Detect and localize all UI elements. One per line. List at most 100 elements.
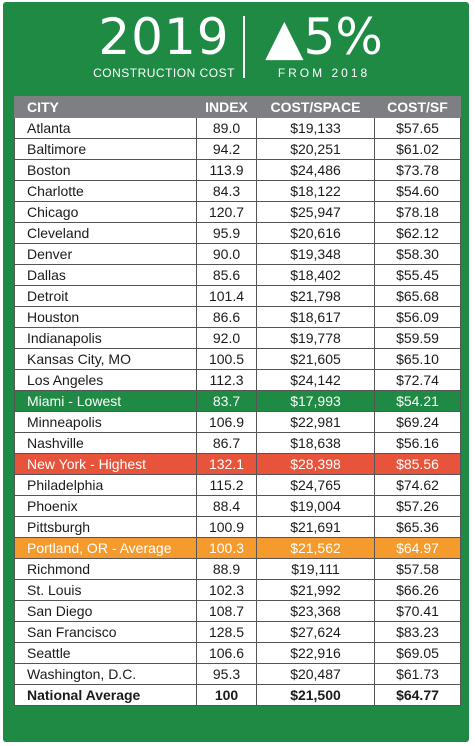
cost-sf-cell: $85.56 [374, 453, 461, 475]
cost-space-cell: $21,500 [256, 684, 375, 706]
cost-space-cell: $20,251 [256, 138, 375, 160]
city-cell: Denver [14, 243, 197, 265]
index-cell: 102.3 [196, 579, 257, 601]
city-cell: Washington, D.C. [14, 663, 197, 685]
cost-sf-cell: $65.10 [374, 348, 461, 370]
index-cell: 113.9 [196, 159, 257, 181]
index-cell: 94.2 [196, 138, 257, 160]
cost-sf-cell: $70.41 [374, 600, 461, 622]
city-cell: Chicago [14, 201, 197, 223]
cost-space-cell: $22,981 [256, 411, 375, 433]
index-cell: 88.9 [196, 558, 257, 580]
city-cell: Atlanta [14, 117, 197, 139]
cost-sf-cell: $59.59 [374, 327, 461, 349]
city-cell: Pittsburgh [14, 516, 197, 538]
table-row: Chicago 120.7 $25,947 $78.18 [14, 201, 461, 223]
city-cell: San Francisco [14, 621, 197, 643]
change-subtitle: FROM 2018 [277, 66, 371, 80]
table-row: Detroit 101.4 $21,798 $65.68 [14, 285, 461, 307]
table-row: New York - Highest 132.1 $28,398 $85.56 [14, 453, 461, 475]
cost-space-cell: $18,122 [256, 180, 375, 202]
cost-space-cell: $24,142 [256, 369, 375, 391]
cost-space-cell: $19,133 [256, 117, 375, 139]
cost-space-cell: $18,638 [256, 432, 375, 454]
city-cell: Houston [14, 306, 197, 328]
index-cell: 95.9 [196, 222, 257, 244]
city-cell: National Average [14, 684, 197, 706]
cost-space-cell: $24,765 [256, 474, 375, 496]
cost-sf-cell: $57.58 [374, 558, 461, 580]
table-row: Portland, OR - Average 100.3 $21,562 $64.97 [14, 537, 461, 559]
index-cell: 100.3 [196, 537, 257, 559]
table-row: Cleveland 95.9 $20,616 $62.12 [14, 222, 461, 244]
city-cell: Dallas [14, 264, 197, 286]
index-cell: 92.0 [196, 327, 257, 349]
header-divider [243, 16, 245, 78]
cost-sf-cell: $74.62 [374, 474, 461, 496]
table-row: Indianapolis 92.0 $19,778 $59.59 [14, 327, 461, 349]
cost-sf-cell: $83.23 [374, 621, 461, 643]
table-row: Denver 90.0 $19,348 $58.30 [14, 243, 461, 265]
index-cell: 101.4 [196, 285, 257, 307]
index-cell: 128.5 [196, 621, 257, 643]
index-cell: 106.9 [196, 411, 257, 433]
city-cell: St. Louis [14, 579, 197, 601]
cost-sf-cell: $57.26 [374, 495, 461, 517]
table-row: Houston 86.6 $18,617 $56.09 [14, 306, 461, 328]
cost-space-cell: $21,605 [256, 348, 375, 370]
index-cell: 84.3 [196, 180, 257, 202]
cost-sf-cell: $64.77 [374, 684, 461, 706]
cost-table: CITY INDEX COST/SPACE COST/SF Atlanta 89.… [14, 96, 461, 706]
cost-space-cell: $19,111 [256, 558, 375, 580]
table-row: Boston 113.9 $24,486 $73.78 [14, 159, 461, 181]
index-cell: 115.2 [196, 474, 257, 496]
national-average-row: National Average 100 $21,500 $64.77 [14, 684, 461, 706]
index-cell: 86.7 [196, 432, 257, 454]
cost-space-cell: $21,562 [256, 537, 375, 559]
cost-space-cell: $19,778 [256, 327, 375, 349]
cost-space-cell: $22,916 [256, 642, 375, 664]
table-row: San Francisco 128.5 $27,624 $83.23 [14, 621, 461, 643]
table-row: Baltimore 94.2 $20,251 $61.02 [14, 138, 461, 160]
cost-sf-cell: $58.30 [374, 243, 461, 265]
index-cell: 83.7 [196, 390, 257, 412]
table-body: Atlanta 89.0 $19,133 $57.65 Baltimore 94.2 $20… [14, 117, 461, 706]
index-cell: 85.6 [196, 264, 257, 286]
city-cell: Philadelphia [14, 474, 197, 496]
city-cell: Cleveland [14, 222, 197, 244]
column-header-cost-sf: COST/SF [374, 96, 461, 118]
table-row: Minneapolis 106.9 $22,981 $69.24 [14, 411, 461, 433]
cost-sf-cell: $64.97 [374, 537, 461, 559]
table-row: Kansas City, MO 100.5 $21,605 $65.10 [14, 348, 461, 370]
index-cell: 106.6 [196, 642, 257, 664]
cost-space-cell: $18,617 [256, 306, 375, 328]
city-cell: Los Angeles [14, 369, 197, 391]
table-row: Los Angeles 112.3 $24,142 $72.74 [14, 369, 461, 391]
table-row: San Diego 108.7 $23,368 $70.41 [14, 600, 461, 622]
cost-sf-cell: $73.78 [374, 159, 461, 181]
cost-space-cell: $28,398 [256, 453, 375, 475]
year-subtitle: CONSTRUCTION COST [93, 66, 235, 80]
column-header-city: CITY [14, 96, 197, 118]
cost-sf-cell: $69.05 [374, 642, 461, 664]
city-cell: Seattle [14, 642, 197, 664]
table-row: Pittsburgh 100.9 $21,691 $65.36 [14, 516, 461, 538]
index-cell: 112.3 [196, 369, 257, 391]
cost-sf-cell: $57.65 [374, 117, 461, 139]
cost-space-cell: $21,691 [256, 516, 375, 538]
cost-space-cell: $17,993 [256, 390, 375, 412]
city-cell: Detroit [14, 285, 197, 307]
table-row: Richmond 88.9 $19,111 $57.58 [14, 558, 461, 580]
year-title: 2019 [98, 8, 230, 66]
cost-space-cell: $24,486 [256, 159, 375, 181]
table-row: Seattle 106.6 $22,916 $69.05 [14, 642, 461, 664]
cost-space-cell: $21,992 [256, 579, 375, 601]
cost-space-cell: $20,616 [256, 222, 375, 244]
table-row: St. Louis 102.3 $21,992 $66.26 [14, 579, 461, 601]
change-percent: ▲5% [265, 8, 383, 66]
cost-sf-cell: $56.09 [374, 306, 461, 328]
cost-sf-cell: $61.02 [374, 138, 461, 160]
cost-sf-cell: $66.26 [374, 579, 461, 601]
cost-sf-cell: $65.68 [374, 285, 461, 307]
city-cell: Boston [14, 159, 197, 181]
